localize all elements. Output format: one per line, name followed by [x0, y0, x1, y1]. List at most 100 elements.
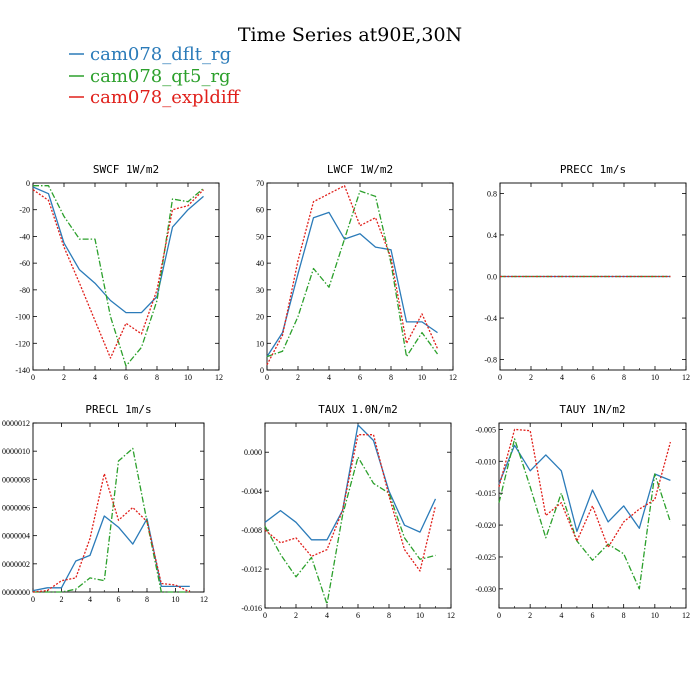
x-tick-label: 6 [356, 611, 360, 620]
x-tick-label: 4 [559, 611, 563, 620]
x-tick-label: 6 [591, 611, 595, 620]
panel-title: TAUX 1.0N/m2 [318, 403, 397, 416]
series-line [266, 211, 438, 357]
chart-panel: LWCF 1W/m2 0 2 4 6 8 10 12 0 10 20 30 40 50 60 70 [256, 163, 457, 382]
y-tick-label: 40 [256, 259, 264, 268]
series-line [498, 438, 672, 590]
y-tick-label: -0.012 [241, 565, 262, 574]
y-tick-label: 0000012 [2, 419, 30, 428]
x-tick-label: 12 [682, 611, 690, 620]
figure-title: Time Series at90E,30N [238, 24, 462, 46]
legend: cam078_dflt_rg cam078_qt5_rg cam078_expl… [69, 44, 241, 108]
x-tick-label: 12 [682, 373, 690, 382]
y-tick-label: -0.004 [241, 487, 262, 496]
y-tick-label: -60 [19, 259, 30, 268]
x-tick-label: 10 [416, 611, 424, 620]
chart-panel: SWCF 1W/m2 0 2 4 6 8 10 12 0 -20 -40 -60 -80 -100 -120… [15, 163, 223, 382]
x-tick-label: 10 [651, 373, 659, 382]
series-line [266, 185, 439, 366]
chart-panel: TAUY 1N/m2 0 2 4 6 8 10 12 -0.005 -0.010 -0.015 -0.… [475, 403, 690, 620]
legend-label: cam078_expldiff [90, 87, 241, 108]
x-tick-label: 10 [184, 373, 192, 382]
series-line [266, 190, 439, 358]
y-tick-label: -0.005 [475, 425, 496, 434]
y-tick-label: -0.015 [475, 489, 496, 498]
y-tick-label: 0000006 [2, 504, 30, 513]
x-tick-label: 0 [265, 373, 269, 382]
x-tick-label: 12 [449, 373, 457, 382]
y-tick-label: 0000004 [2, 532, 30, 541]
x-tick-label: 2 [529, 373, 533, 382]
legend-label: cam078_qt5_rg [90, 66, 231, 87]
series-line [264, 434, 437, 572]
x-tick-label: 0 [31, 595, 35, 604]
plot-frame [32, 422, 205, 593]
y-tick-label: -0.008 [241, 526, 262, 535]
x-tick-label: 8 [622, 611, 626, 620]
panel-title: TAUY 1N/m2 [559, 403, 625, 416]
y-tick-label: 0000008 [2, 475, 30, 484]
y-tick-label: 50 [256, 232, 264, 241]
x-tick-label: 8 [389, 373, 393, 382]
x-tick-label: 4 [325, 611, 329, 620]
y-tick-label: -0.030 [475, 585, 496, 594]
y-tick-label: -40 [19, 232, 30, 241]
x-tick-label: 4 [93, 373, 97, 382]
series-line [32, 473, 191, 593]
x-tick-label: 10 [651, 611, 659, 620]
x-tick-label: 0 [263, 611, 267, 620]
panel-title: PRECL 1m/s [85, 403, 151, 416]
x-tick-label: 0 [31, 373, 35, 382]
y-tick-label: 0000000 [2, 588, 30, 597]
chart-panel: PRECC 1m/s 0 2 4 6 8 10 12 0.8 0.4 0.0 -0.4 -0.8 [484, 163, 690, 382]
series-line [32, 515, 190, 592]
x-tick-label: 4 [327, 373, 331, 382]
legend-item: cam078_dflt_rg [69, 44, 231, 65]
y-tick-label: -0.020 [475, 521, 496, 530]
x-tick-label: 0 [498, 373, 502, 382]
series-line [498, 428, 672, 549]
x-tick-label: 6 [591, 373, 595, 382]
x-tick-label: 12 [200, 595, 208, 604]
panel-title: LWCF 1W/m2 [327, 163, 393, 176]
x-tick-label: 8 [622, 373, 626, 382]
y-tick-label: -0.4 [484, 314, 497, 323]
series-line [264, 424, 437, 541]
y-tick-label: -140 [15, 366, 30, 375]
y-tick-label: 70 [256, 179, 264, 188]
x-tick-label: 0 [497, 611, 501, 620]
chart-panel: PRECL 1m/s 0 2 4 6 8 10 12 0000012 0000010 0000008… [2, 403, 208, 604]
x-tick-label: 12 [447, 611, 455, 620]
y-tick-label: 0.0 [487, 273, 497, 282]
panel-title: SWCF 1W/m2 [93, 163, 159, 176]
series-line [33, 185, 204, 367]
y-tick-label: 30 [256, 286, 264, 295]
y-tick-label: 0.8 [487, 189, 497, 198]
y-tick-label: 0000002 [2, 560, 30, 569]
x-tick-label: 6 [117, 595, 121, 604]
x-tick-label: 4 [560, 373, 564, 382]
legend-label: cam078_dflt_rg [90, 44, 231, 65]
y-tick-label: -0.025 [475, 553, 496, 562]
y-tick-label: 0.4 [487, 231, 497, 240]
x-tick-label: 8 [145, 595, 149, 604]
x-tick-label: 8 [387, 611, 391, 620]
x-tick-label: 2 [296, 373, 300, 382]
x-tick-label: 8 [155, 373, 159, 382]
x-tick-label: 10 [172, 595, 180, 604]
y-tick-label: -20 [19, 206, 30, 215]
legend-item: cam078_qt5_rg [69, 66, 231, 87]
plot-frame [264, 422, 452, 609]
x-tick-label: 4 [88, 595, 92, 604]
x-tick-label: 12 [215, 373, 223, 382]
chart-panel: TAUX 1.0N/m2 0 2 4 6 8 10 12 0.000 -0.004 -0.008 -0… [241, 403, 455, 620]
y-tick-label: 0 [26, 179, 30, 188]
y-tick-label: -0.016 [241, 604, 262, 613]
x-tick-label: 10 [418, 373, 426, 382]
x-tick-label: 6 [358, 373, 362, 382]
panels: SWCF 1W/m2 0 2 4 6 8 10 12 0 -20 -40 -60 -80 -100 -120… [2, 163, 690, 620]
y-tick-label: 0 [260, 366, 264, 375]
y-tick-label: -120 [15, 339, 30, 348]
y-tick-label: 10 [256, 339, 264, 348]
